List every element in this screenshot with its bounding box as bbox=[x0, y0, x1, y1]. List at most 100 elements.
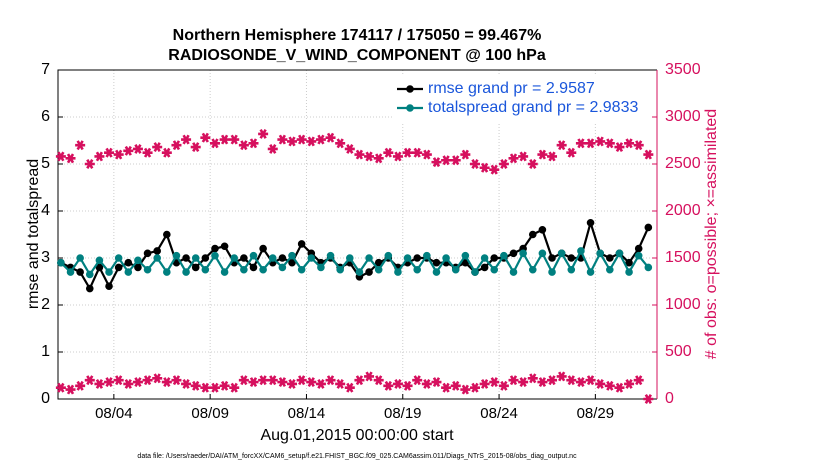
data-point bbox=[134, 263, 142, 272]
data-point bbox=[490, 254, 499, 262]
data-point bbox=[171, 375, 182, 386]
data-point bbox=[201, 254, 210, 262]
data-point bbox=[519, 249, 527, 258]
data-point bbox=[172, 251, 181, 260]
y2-tick-label: 2000 bbox=[665, 202, 701, 219]
data-point bbox=[634, 251, 643, 260]
footer: data file: /Users/raeder/DAI/ATM_forcXX/… bbox=[137, 453, 577, 460]
data-point bbox=[55, 151, 66, 162]
data-point bbox=[383, 147, 394, 158]
data-point bbox=[248, 377, 259, 388]
data-point bbox=[84, 159, 95, 169]
data-point bbox=[373, 153, 384, 164]
data-point bbox=[220, 242, 229, 251]
data-point bbox=[94, 379, 105, 389]
data-point bbox=[153, 247, 161, 255]
data-point bbox=[441, 155, 452, 166]
data-point bbox=[336, 265, 344, 274]
data-point bbox=[190, 142, 201, 153]
data-point bbox=[537, 149, 548, 160]
data-point bbox=[65, 384, 76, 395]
data-point bbox=[566, 375, 577, 386]
x-tick-label: 08/29 bbox=[577, 405, 615, 422]
data-point bbox=[625, 258, 633, 267]
legend-label: totalspread grand pr = 2.9833 bbox=[428, 99, 638, 116]
data-point bbox=[297, 265, 306, 274]
data-point bbox=[412, 375, 423, 386]
data-point bbox=[509, 249, 518, 258]
y-tick-label: 3 bbox=[41, 249, 50, 266]
data-point bbox=[123, 379, 134, 389]
legend-box bbox=[393, 76, 651, 122]
data-point bbox=[509, 268, 518, 276]
data-point bbox=[153, 254, 161, 262]
data-point bbox=[278, 254, 287, 262]
data-point bbox=[211, 244, 219, 253]
data-point bbox=[450, 155, 461, 166]
data-point bbox=[402, 380, 413, 391]
data-point bbox=[315, 379, 326, 389]
data-point bbox=[181, 134, 192, 145]
data-point bbox=[518, 377, 529, 388]
data-point bbox=[518, 151, 529, 162]
y2-tick-label: 0 bbox=[665, 390, 674, 407]
data-point bbox=[490, 265, 499, 274]
data-point bbox=[163, 268, 171, 276]
data-point bbox=[142, 375, 153, 386]
x-axis-label: Aug.01,2015 00:00:00 start bbox=[260, 427, 454, 444]
data-point bbox=[258, 375, 269, 386]
y-axis-label: rmse and totalspread bbox=[25, 159, 42, 309]
data-point bbox=[575, 138, 586, 149]
data-point bbox=[134, 256, 142, 265]
data-point bbox=[209, 138, 220, 149]
y2-tick-label: 3000 bbox=[665, 108, 701, 125]
data-point bbox=[326, 251, 335, 260]
data-point bbox=[567, 265, 576, 274]
data-point bbox=[219, 380, 230, 391]
data-point bbox=[373, 375, 384, 386]
data-point bbox=[364, 151, 375, 162]
data-point bbox=[643, 149, 654, 160]
data-point bbox=[508, 375, 519, 386]
data-point bbox=[315, 134, 326, 145]
data-point bbox=[585, 138, 596, 149]
data-point bbox=[431, 377, 442, 388]
data-point bbox=[152, 142, 163, 153]
data-point bbox=[471, 268, 479, 276]
data-point bbox=[614, 142, 625, 153]
data-point bbox=[335, 138, 346, 149]
chart-subtitle: RADIOSONDE_V_WIND_COMPONENT @ 100 hPa bbox=[168, 47, 546, 64]
data-point bbox=[267, 375, 278, 386]
data-point bbox=[432, 268, 441, 276]
data-point bbox=[480, 254, 489, 262]
data-point bbox=[633, 140, 644, 151]
data-point bbox=[200, 382, 211, 393]
data-point bbox=[633, 375, 644, 386]
data-point bbox=[259, 265, 267, 274]
data-point bbox=[450, 380, 461, 391]
data-point bbox=[538, 249, 547, 258]
data-point bbox=[123, 145, 134, 156]
data-point bbox=[412, 147, 423, 158]
data-point bbox=[229, 382, 240, 393]
data-point bbox=[432, 258, 441, 267]
y-tick-label: 2 bbox=[41, 296, 50, 313]
data-point bbox=[240, 254, 248, 262]
data-point bbox=[469, 382, 480, 393]
data-point bbox=[113, 375, 124, 386]
data-point bbox=[421, 379, 432, 389]
data-point bbox=[230, 254, 239, 262]
data-point bbox=[586, 268, 595, 276]
data-point bbox=[557, 249, 566, 258]
data-point bbox=[489, 377, 500, 388]
data-point bbox=[624, 379, 635, 389]
data-point bbox=[249, 263, 258, 272]
data-point bbox=[75, 140, 86, 151]
data-point bbox=[278, 263, 287, 272]
data-point bbox=[586, 218, 595, 227]
data-point bbox=[132, 377, 143, 388]
data-point bbox=[441, 382, 452, 393]
data-point bbox=[460, 149, 471, 160]
data-point bbox=[229, 134, 240, 145]
